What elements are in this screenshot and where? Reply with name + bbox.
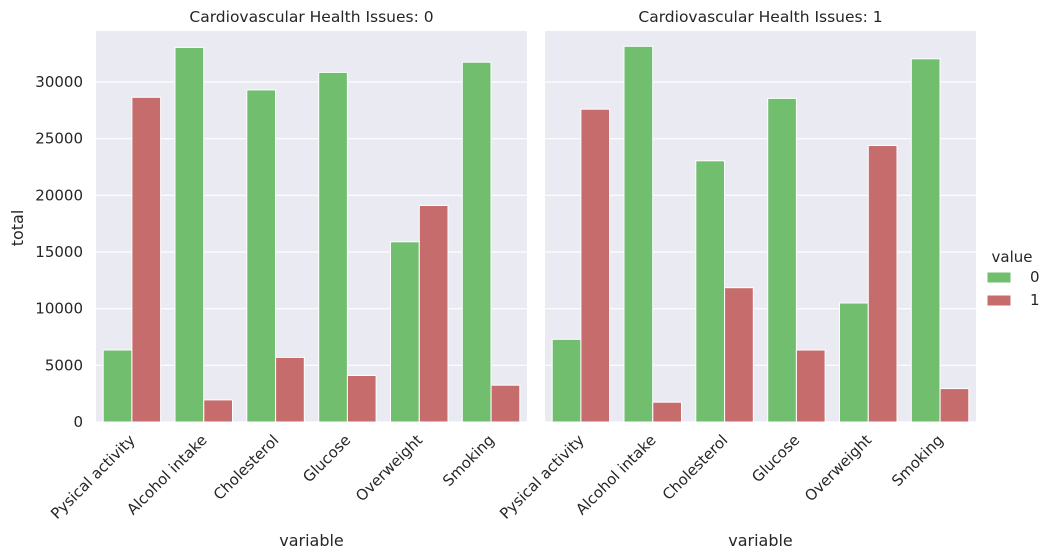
panel-title: Cardiovascular Health Issues: 0: [189, 8, 433, 26]
x-tick-label: Cholesterol: [659, 431, 732, 504]
bar-0: [695, 160, 725, 423]
bar-0: [318, 71, 348, 423]
y-axis-label: total: [8, 210, 27, 247]
x-tick-label: Smoking: [888, 431, 947, 490]
bar-1: [203, 399, 234, 423]
x-tick-label: Overweight: [801, 431, 875, 505]
bar-1: [275, 356, 305, 423]
bar-1: [652, 401, 682, 423]
bar-1: [418, 205, 449, 423]
legend-title: value: [992, 248, 1033, 266]
bar-0: [390, 241, 420, 423]
bar-0: [174, 46, 205, 423]
y-tick-label: 20000: [35, 186, 83, 204]
bar-1: [939, 388, 970, 423]
x-tick-label: Glucose: [748, 431, 803, 486]
panel-title: Cardiovascular Health Issues: 1: [638, 8, 882, 26]
legend-label-0: 0: [1030, 268, 1040, 286]
y-tick-label: 0: [73, 413, 83, 431]
bar-1: [867, 145, 898, 423]
y-tick-label: 10000: [35, 300, 83, 318]
legend-swatch-1: [986, 294, 1012, 307]
bar-1: [580, 108, 611, 423]
y-tick-label: 30000: [35, 73, 83, 91]
x-tick-label: Overweight: [352, 431, 426, 505]
y-tick-label: 15000: [35, 243, 83, 261]
bar-0: [839, 302, 869, 423]
x-axis-label: variable: [728, 531, 793, 550]
legend-label-1: 1: [1030, 291, 1040, 309]
panel-background: [545, 31, 976, 422]
bar-0: [551, 338, 582, 423]
panels-layer: 0 5000 10000 15000 20000 25000 30000 Cardiovasc…: [35, 8, 976, 550]
y-tick-label: 5000: [45, 356, 83, 374]
bar-1: [490, 384, 521, 423]
legend-swatch-0: [986, 271, 1012, 284]
legend-entries: 01: [986, 268, 1040, 309]
bar-1: [724, 287, 754, 423]
bar-0: [461, 61, 492, 423]
legend: value 01: [986, 248, 1040, 309]
bar-1: [131, 96, 162, 423]
panel-0: 0 5000 10000 15000 20000 25000 30000 Cardiovasc…: [35, 8, 527, 550]
x-tick-label: Smoking: [439, 431, 498, 490]
bar-0: [623, 45, 654, 423]
panel-background: [96, 31, 527, 422]
bar-1: [795, 349, 826, 423]
x-tick-label: Cholesterol: [210, 431, 283, 504]
y-tick-label: 25000: [35, 130, 83, 148]
bar-0: [767, 97, 797, 423]
bar-0: [910, 58, 941, 423]
bar-0: [102, 349, 133, 423]
bar-0: [246, 89, 277, 423]
bar-1: [346, 375, 377, 423]
x-axis-label: variable: [279, 531, 344, 550]
x-tick-label: Glucose: [299, 431, 354, 486]
